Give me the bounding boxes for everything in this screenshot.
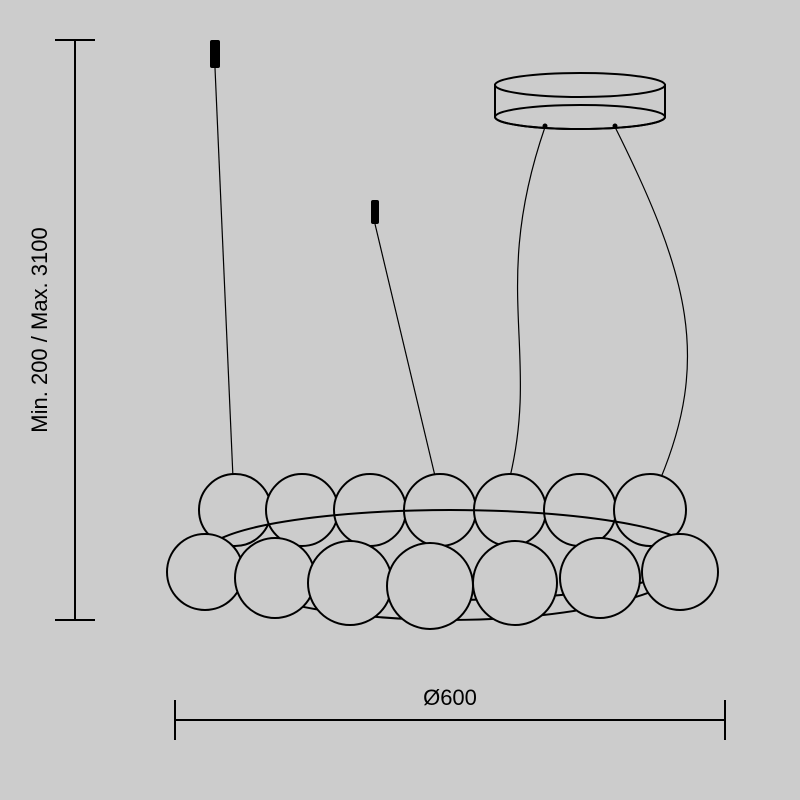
height-dimension-label: Min. 200 / Max. 3100 <box>27 227 52 432</box>
width-dimension-label: Ø600 <box>423 685 477 710</box>
lamp-ring <box>167 474 718 629</box>
pendant-lamp-diagram: Min. 200 / Max. 3100 Ø600 <box>0 0 800 800</box>
